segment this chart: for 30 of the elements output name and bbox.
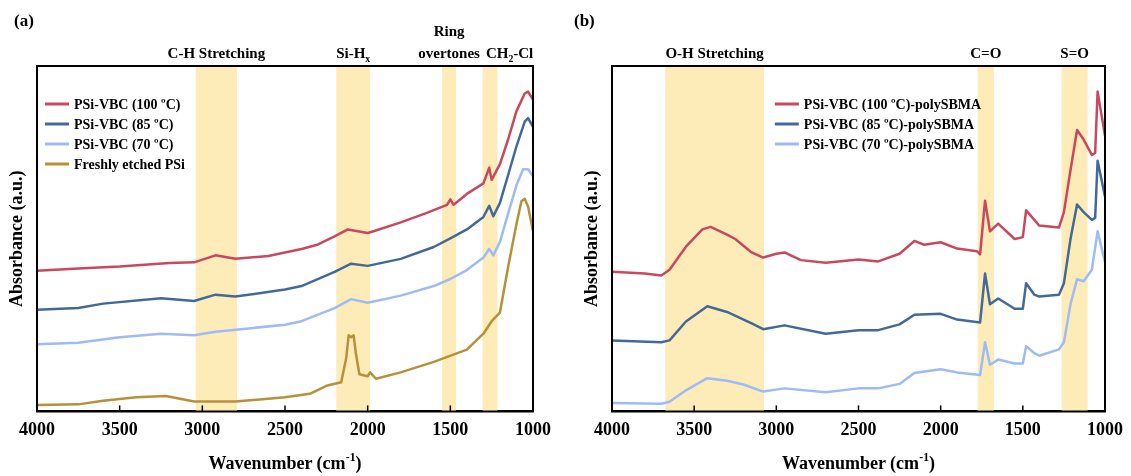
x-tick-label: 2000 [922,418,959,439]
x-tick-label: 3500 [676,418,713,439]
legend-label: PSi-VBC (70 ºC) [74,136,174,153]
x-tick-label: 1500 [432,418,469,439]
band-label: O-H Stretching [665,44,765,61]
x-tick-label: 3000 [758,418,795,439]
x-tick-label: 1000 [1087,418,1123,439]
band-label: C=O [970,44,1002,61]
x-tick-label: 4000 [594,418,630,439]
x-tick-label: 2500 [840,418,877,439]
legend-label: Freshly etched PSi [74,156,186,172]
band-label: C-H Stretching [167,44,266,61]
x-tick-label: 2500 [267,418,303,439]
legend-label: PSi-VBC (85 ºC)-polySBMA [803,116,976,133]
x-tick-label: 2000 [349,418,386,439]
legend-label: PSi-VBC (70 ºC)-polySBMA [803,136,976,153]
chart-title: (a) [14,11,34,31]
x-tick-label: 3000 [184,418,221,439]
x-tick-label: 3500 [101,418,138,439]
y-axis-title: Absorbance (a.u.) [580,170,602,307]
x-tick-label: 4000 [19,418,55,439]
x-tick-label: 1000 [515,418,551,439]
legend-label: PSi-VBC (100 ºC)-polySBMA [803,96,983,113]
y-axis-title: Absorbance (a.u.) [5,170,27,307]
legend-label: PSi-VBC (85 ºC) [74,116,174,133]
band-label: Ring overtones [418,22,481,61]
x-tick-label: 1500 [1004,418,1041,439]
band-label: S=O [1060,44,1089,61]
legend-label: PSi-VBC (100 ºC) [74,96,181,113]
chart-title: (b) [574,11,595,31]
